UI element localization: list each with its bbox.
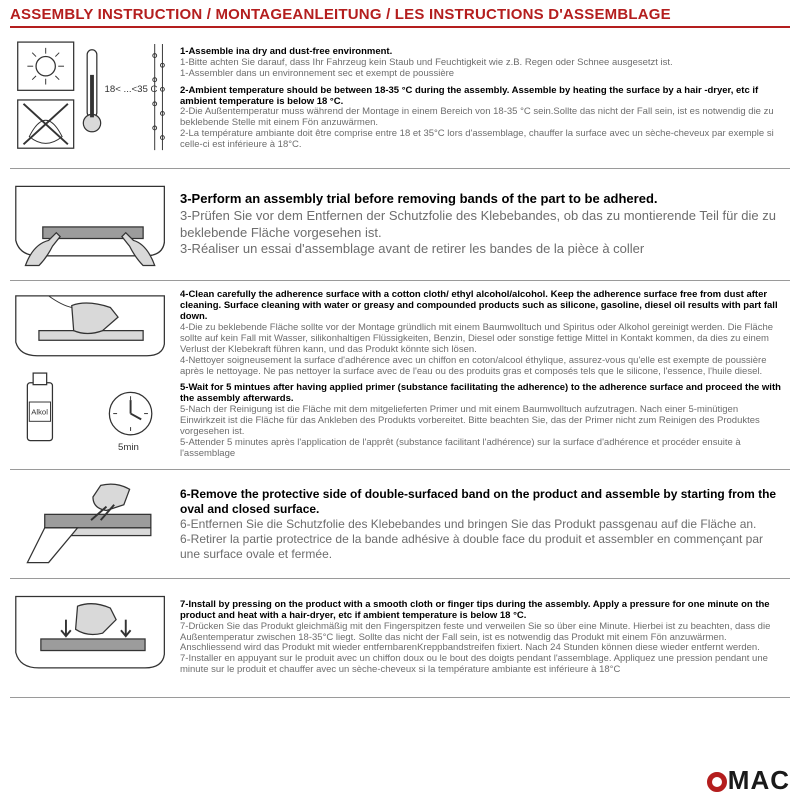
svg-text:5min: 5min bbox=[118, 442, 139, 453]
step-text-1-2: 1-Assemble ina dry and dust-free environ… bbox=[180, 34, 790, 164]
brand-logo: MAC bbox=[707, 765, 790, 796]
steps-container: 18< ...<35 C 1-Assemble ina dry and dust… bbox=[10, 30, 790, 761]
svg-text:18< ...<35 C: 18< ...<35 C bbox=[105, 84, 158, 95]
step7-fr: 7-Installer en appuyant sur le produit a… bbox=[180, 654, 784, 676]
step4-head: 4-Clean carefully the adherence surface … bbox=[180, 290, 784, 323]
logo-o-icon bbox=[707, 772, 727, 792]
press-icon bbox=[10, 583, 174, 693]
step3-fr: 3-Réaliser un essai d'assemblage avant d… bbox=[180, 241, 784, 258]
illustration-clean-wait: Alkol 5min bbox=[10, 285, 180, 465]
step2-fr: 2-La température ambiante doit être comp… bbox=[180, 129, 784, 151]
title-bar: ASSEMBLY INSTRUCTION / MONTAGEANLEITUNG … bbox=[10, 6, 790, 28]
step6-head: 6-Remove the protective side of double-s… bbox=[180, 487, 784, 517]
step5-de: 5-Nach der Reinigung ist die Fläche mit … bbox=[180, 405, 784, 438]
step3-head: 3-Perform an assembly trial before remov… bbox=[180, 191, 784, 208]
step4-de: 4-Die zu beklebende Fläche sollte vor de… bbox=[180, 323, 784, 356]
svg-text:Alkol: Alkol bbox=[31, 408, 48, 417]
trial-icon bbox=[10, 175, 174, 275]
step6-fr: 6-Retirer la partie protectrice de la ba… bbox=[180, 532, 784, 562]
step-text-6: 6-Remove the protective side of double-s… bbox=[180, 474, 790, 574]
step5-fr: 5-Attender 5 minutes après l'application… bbox=[180, 438, 784, 460]
footer: MAC bbox=[10, 761, 790, 796]
peel-icon bbox=[10, 474, 174, 574]
logo-text: MAC bbox=[728, 765, 790, 796]
env-temp-icon: 18< ...<35 C bbox=[10, 34, 174, 164]
illustration-press bbox=[10, 583, 180, 693]
page-title: ASSEMBLY INSTRUCTION / MONTAGEANLEITUNG … bbox=[10, 6, 671, 23]
step6-de: 6-Entfernen Sie die Schutzfolie des Kleb… bbox=[180, 517, 784, 532]
step-row-4-5: Alkol 5min 4-Clean carefully the adheren… bbox=[10, 281, 790, 470]
step-text-4-5: 4-Clean carefully the adherence surface … bbox=[180, 285, 790, 465]
step-row-7: 7-Install by pressing on the product wit… bbox=[10, 579, 790, 698]
step-row-6: 6-Remove the protective side of double-s… bbox=[10, 470, 790, 579]
step4-fr: 4-Nettoyer soigneusement la surface d'ad… bbox=[180, 356, 784, 378]
step-text-7: 7-Install by pressing on the product wit… bbox=[180, 583, 790, 693]
step5-head: 5-Wait for 5 mintues after having applie… bbox=[180, 383, 784, 405]
step7-head: 7-Install by pressing on the product wit… bbox=[180, 600, 784, 622]
step1-fr: 1-Assembler dans un environnement sec et… bbox=[180, 69, 784, 80]
step3-de: 3-Prüfen Sie vor dem Entfernen der Schut… bbox=[180, 208, 784, 241]
step-row-3: 3-Perform an assembly trial before remov… bbox=[10, 169, 790, 281]
step-text-3: 3-Perform an assembly trial before remov… bbox=[180, 173, 790, 276]
illustration-trial bbox=[10, 173, 180, 276]
instruction-sheet: ASSEMBLY INSTRUCTION / MONTAGEANLEITUNG … bbox=[0, 0, 800, 800]
step7-de: 7-Drücken Sie das Produkt gleichmäßig mi… bbox=[180, 622, 784, 655]
clean-wait-icon: Alkol 5min bbox=[10, 285, 174, 465]
illustration-peel bbox=[10, 474, 180, 574]
step-row-1-2: 18< ...<35 C 1-Assemble ina dry and dust… bbox=[10, 30, 790, 169]
illustration-env-temp: 18< ...<35 C bbox=[10, 34, 180, 164]
step2-de: 2-Die Außentemperatur muss während der M… bbox=[180, 107, 784, 129]
step2-head: 2-Ambient temperature should be between … bbox=[180, 86, 784, 108]
